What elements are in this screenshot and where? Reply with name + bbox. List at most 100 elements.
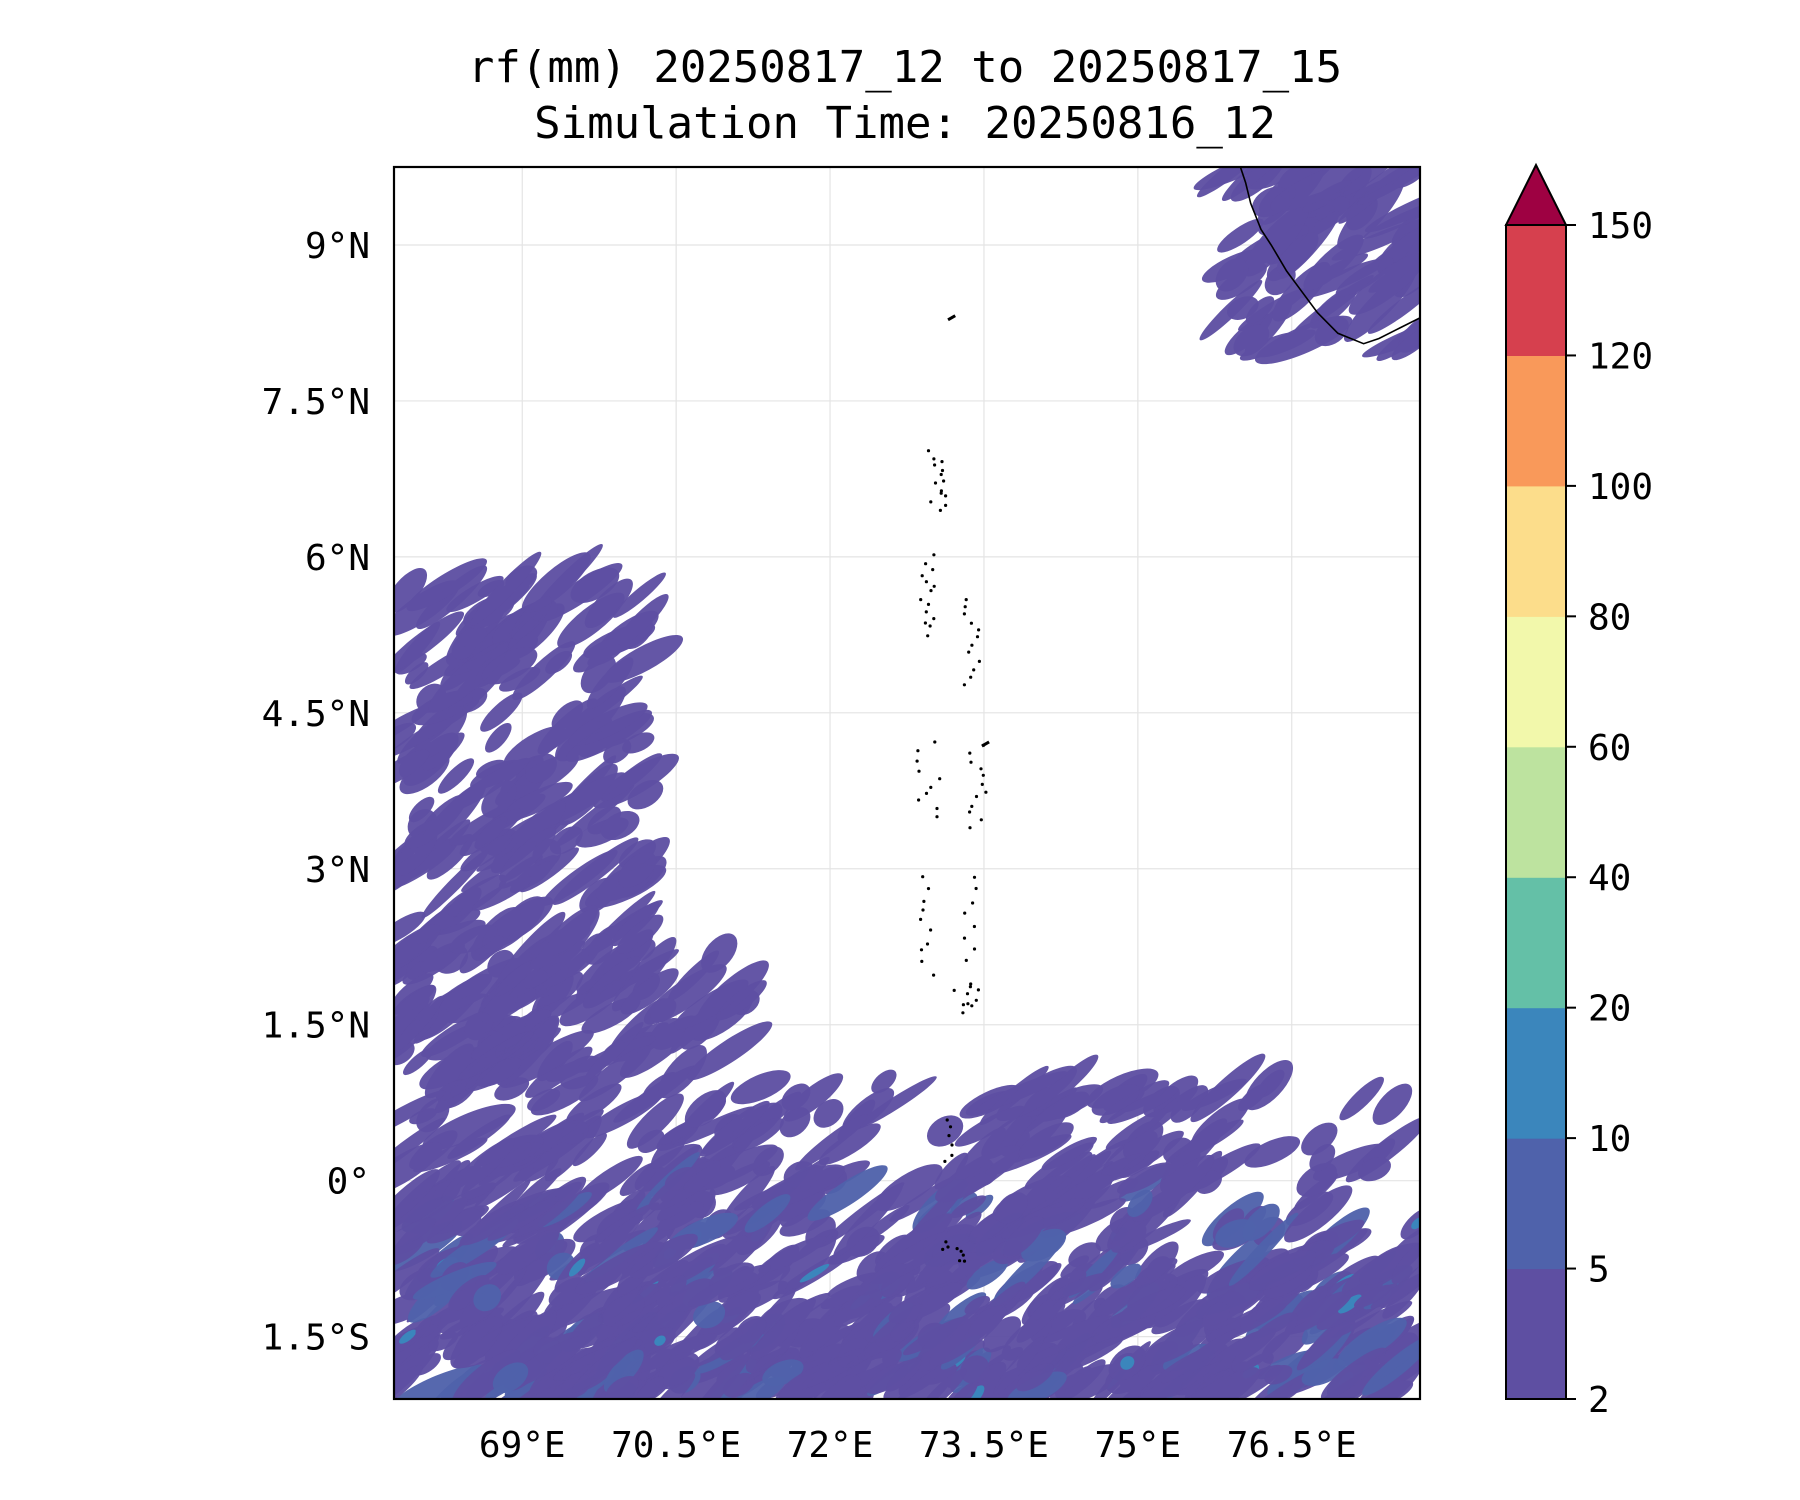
rain-cell [1050,1272,1109,1300]
colorbar-segment [1506,616,1566,748]
island-dot [968,826,972,830]
island-dot [935,806,939,811]
island-dot [932,973,936,977]
rain-cell [1309,286,1357,329]
rain-cell [458,1031,534,1080]
rain-cell [1101,1153,1146,1176]
rain-cell [582,956,641,1009]
rain-cell [777,1231,837,1295]
rain-cell [537,698,598,755]
rain-cell [781,1083,811,1111]
island-dot [974,998,978,1002]
rainfall-field [394,167,1420,1399]
rain-cell [1264,1365,1293,1385]
rain-cell [570,567,620,603]
rain-cell [394,1169,440,1228]
rain-cell [1339,1076,1384,1121]
rain-cell [451,625,488,660]
rain-cell [1018,1122,1074,1159]
rain-cell [1170,1085,1209,1123]
rain-cell [1060,1255,1090,1279]
rain-cell [820,1285,863,1310]
island-dot [984,790,988,794]
island-dot [959,1249,963,1253]
island-dot [924,791,929,796]
colorbar-frame [1505,224,1567,1400]
rain-cell [1215,258,1249,292]
lat-tick-label: 3°N [305,850,370,891]
rain-cell [394,973,434,1009]
island-dot [972,924,977,929]
rain-cell [629,1233,698,1279]
island-dot [958,1259,962,1263]
rain-cell [744,1194,791,1233]
rain-cell-core [654,1335,666,1346]
rain-cell [1050,1091,1090,1119]
island-dot [967,650,971,654]
rain-cell [494,959,537,997]
rain-cell [394,567,428,614]
colorbar-label: 2 [1588,1380,1610,1421]
rain-cell [966,1258,1008,1290]
rain-cell [871,1069,897,1094]
rain-cell [395,653,427,675]
island-dot [963,911,967,915]
rain-cell [730,1070,791,1105]
rain-cell [650,998,677,1023]
rain-cell [1201,1367,1260,1399]
rain-cell [720,1165,776,1227]
island-dot [940,468,945,473]
island-dot [968,985,973,989]
map-area [392,165,1422,1401]
island-dot [971,901,975,905]
colorbar-label: 100 [1588,467,1653,508]
rain-cell [394,1117,446,1178]
rain-cell [406,558,488,612]
island-dot [979,767,983,771]
plot-title: rf(mm) 20250817_12 to 20250817_15 [467,42,1343,93]
coastline [915,167,1420,1263]
island-dot [950,1143,954,1147]
island-dot [946,1245,950,1249]
island-dot [964,958,968,963]
colorbar-label: 150 [1588,206,1653,247]
rain-cell [629,1333,718,1373]
rain-cell [474,816,508,849]
rain-cell [394,700,480,758]
rain-cell [512,641,576,701]
rain-cell [745,1264,791,1292]
rain-cell [428,641,509,713]
rain-cell [700,1100,770,1157]
rain-cell [1003,1216,1044,1258]
rain-cell [499,1030,594,1088]
rain-cell [408,796,435,823]
rain-cell [888,1282,963,1324]
colorbar-label: 10 [1588,1119,1631,1160]
island-dot [941,1247,945,1251]
rain-cell [441,1138,515,1202]
rain-cell [1358,1157,1391,1182]
rain-cell [449,924,498,954]
rain-cell [1340,167,1408,197]
rain-cell [960,1355,990,1384]
island-dot [938,508,943,512]
rain-cell [1296,1162,1337,1197]
island-dot [944,1240,948,1244]
rain-cell [1301,1358,1346,1387]
island-dot [916,749,920,753]
rain-cell [476,1057,522,1087]
rain-cell [601,753,663,802]
lat-tick-label: 9°N [305,226,370,267]
island-dot [944,503,948,507]
rain-cell [1107,1087,1179,1124]
rain-cell [1141,1319,1215,1366]
rain-cell [566,1083,622,1125]
rain-cell [1110,1263,1142,1289]
rain-cell [394,611,465,673]
rain-cell [496,1229,560,1275]
island-dot [933,481,938,485]
rain-cell [820,1374,862,1399]
island-dot [981,773,985,777]
rain-cell [452,1208,482,1236]
